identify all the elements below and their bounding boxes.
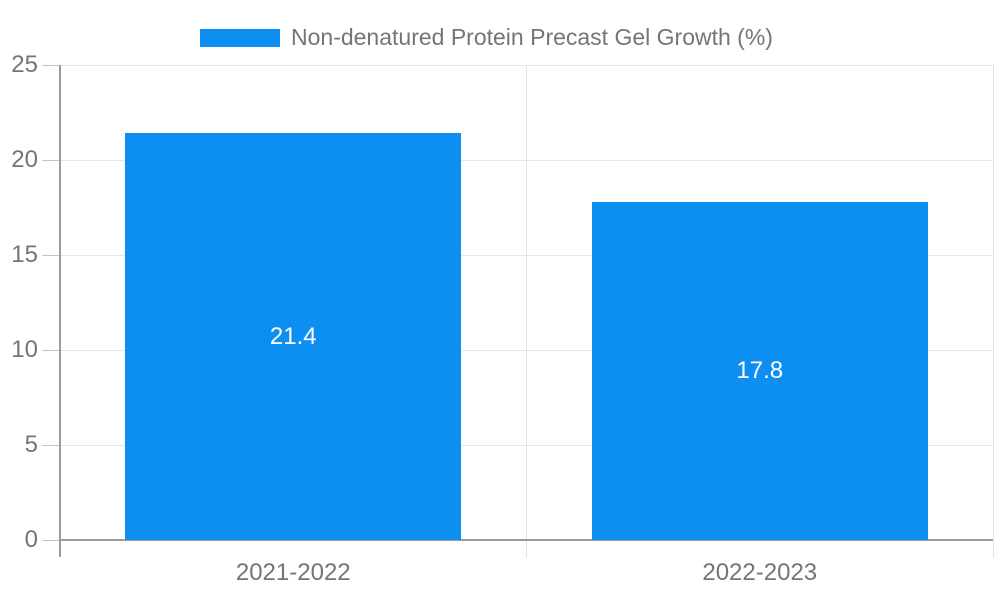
legend-label: Non-denatured Protein Precast Gel Growth… [291, 24, 773, 50]
x-axis-line [60, 538, 993, 541]
x-tick-label: 2021-2022 [235, 559, 351, 586]
y-tick-mark [42, 539, 60, 541]
y-tick-label: 10 [11, 336, 38, 363]
y-tick-label: 5 [24, 431, 38, 458]
y-tick-mark [42, 64, 60, 66]
y-tick-mark [42, 444, 60, 446]
bar-value-label: 21.4 [269, 322, 317, 350]
plot-area: 0 5 10 15 20 25 21.4 2021-2022 17.8 2022-2023 [11, 51, 994, 586]
legend-swatch-icon [200, 28, 280, 47]
legend-item[interactable]: Non-denatured Protein Precast Gel Growth… [200, 24, 773, 51]
y-tick-mark [42, 159, 60, 161]
y-tick-label: 20 [11, 146, 38, 173]
bar[interactable] [591, 201, 928, 540]
category-boundary-line [526, 65, 527, 558]
y-tick-mark [42, 254, 60, 256]
bar[interactable] [125, 133, 462, 540]
bar-value-label: 17.8 [736, 356, 784, 384]
y-axis-line [59, 65, 61, 557]
x-tick-label: 2022-2023 [702, 559, 818, 586]
y-tick-label: 0 [24, 526, 38, 553]
y-tick-label: 25 [11, 51, 38, 78]
category-boundary-line [992, 65, 994, 558]
y-tick-mark [42, 349, 60, 351]
y-tick-label: 15 [11, 241, 38, 268]
